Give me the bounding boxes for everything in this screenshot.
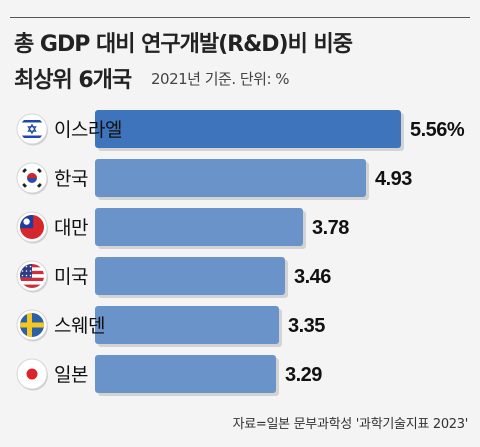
value-label: 3.35 — [288, 315, 325, 337]
category-label: 스웨덴 — [54, 315, 105, 337]
bar-row: 스웨덴 3.35 — [16, 306, 326, 347]
bar — [95, 159, 366, 197]
sweden-flag-icon — [16, 309, 48, 342]
category-label: 대만 — [54, 217, 88, 239]
korea-flag-icon — [16, 162, 48, 195]
value-label: 5.56% — [410, 119, 465, 141]
chart-title: 총 GDP 대비 연구개발(R&D)비 비중 — [14, 32, 353, 57]
value-label: 3.46 — [294, 266, 331, 288]
bar — [95, 355, 276, 393]
chart-subtitle: 최상위 6개국 — [14, 68, 132, 93]
bar-row: 이스라엘 5.56% — [16, 110, 465, 151]
bar-row: 미국 3.46 — [16, 257, 332, 298]
bar-row: 일본 3.29 — [16, 355, 323, 396]
category-label: 미국 — [54, 266, 88, 288]
source-note: 자료=일본 문부과학성 '과학기술지표 2023' — [232, 417, 469, 432]
bar — [95, 208, 303, 246]
israel-flag-icon — [16, 113, 48, 146]
usa-flag-icon — [16, 260, 48, 293]
category-label: 일본 — [54, 364, 88, 386]
category-label: 이스라엘 — [54, 119, 122, 141]
chart-note: 2021년 기준. 단위: % — [151, 70, 290, 88]
value-label: 3.29 — [285, 364, 322, 386]
bar — [95, 257, 285, 295]
japan-flag-icon — [16, 358, 48, 391]
bar — [95, 110, 401, 148]
top-rule — [10, 17, 470, 18]
value-label: 4.93 — [375, 168, 412, 190]
category-label: 한국 — [54, 168, 88, 190]
taiwan-flag-icon — [16, 211, 48, 244]
bar — [95, 306, 279, 344]
bar-row: 한국 4.93 — [16, 159, 413, 200]
bar-row: 대만 3.78 — [16, 208, 350, 249]
value-label: 3.78 — [312, 217, 349, 239]
